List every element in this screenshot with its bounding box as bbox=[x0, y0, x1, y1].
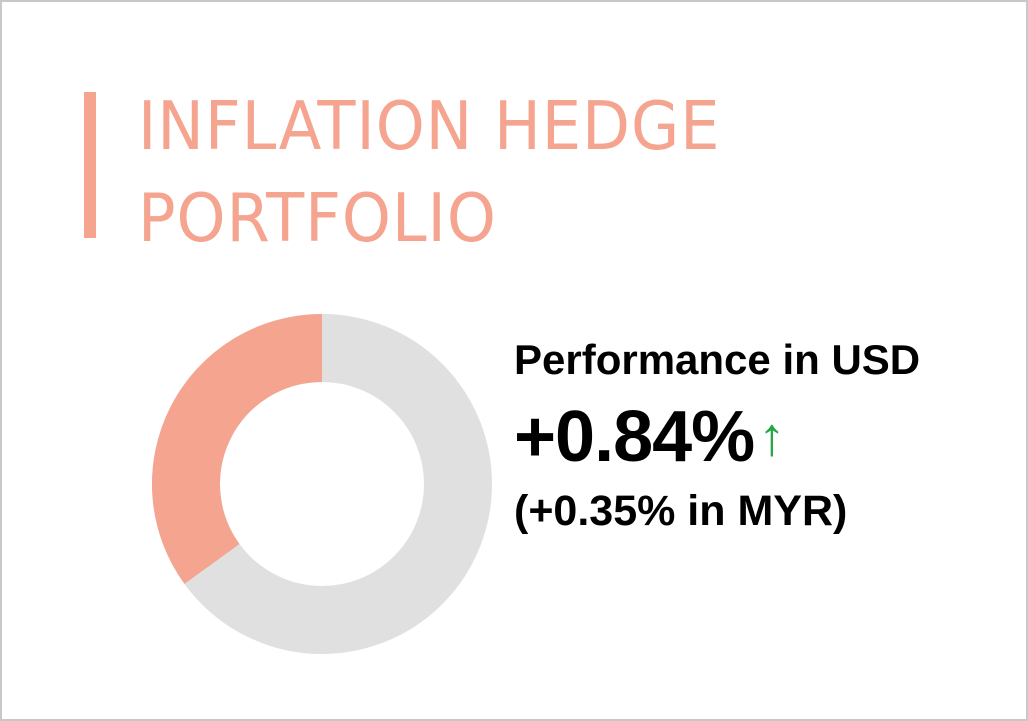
title-accent-bar bbox=[84, 92, 96, 238]
arrow-up-icon: ↑ bbox=[758, 407, 785, 467]
title-line-1: INFLATION HEDGE bbox=[138, 87, 721, 165]
title-line-2: PORTFOLIO bbox=[138, 179, 497, 257]
performance-label: Performance in USD bbox=[514, 336, 921, 383]
performance-myr: (+0.35% in MYR) bbox=[514, 487, 848, 535]
page-title: INFLATION HEDGE PORTFOLIO bbox=[138, 80, 720, 264]
performance-usd-value: +0.84% bbox=[514, 397, 755, 477]
donut-highlight-segment bbox=[152, 314, 323, 584]
performance-value: +0.84%↑ bbox=[514, 396, 785, 478]
